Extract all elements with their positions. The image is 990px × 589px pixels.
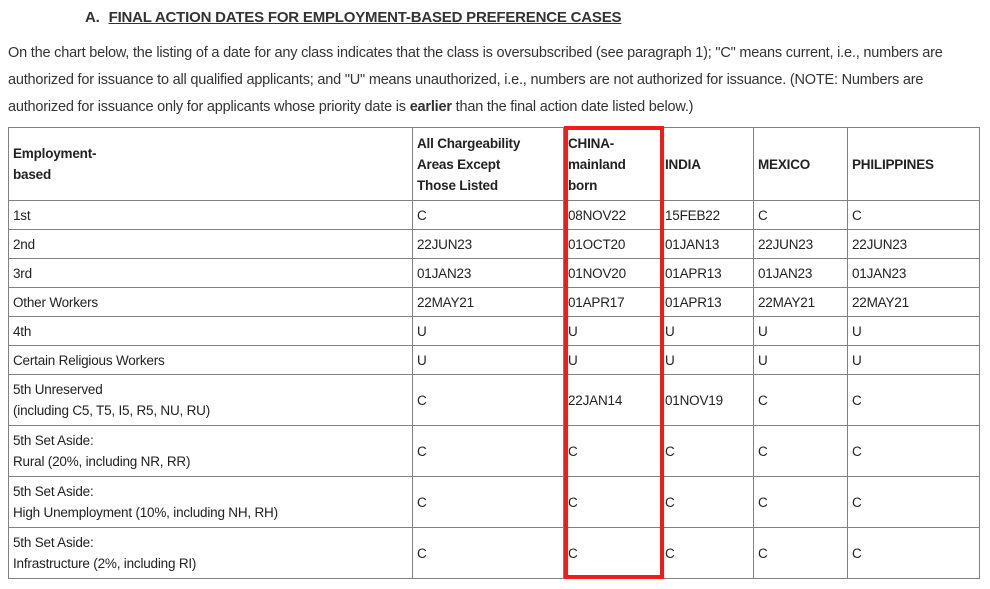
table-row: 5th Set Aside: Infrastructure (2%, inclu…	[8, 527, 980, 579]
value-cell: U	[412, 345, 564, 375]
table-row: 5th Unreserved (including C5, T5, I5, R5…	[8, 374, 980, 426]
value-cell: U	[563, 345, 661, 375]
value-cell: C	[412, 476, 564, 528]
column-header-all-chargeability: All Chargeability Areas Except Those Lis…	[412, 127, 564, 201]
value-cell: U	[847, 316, 980, 346]
value-cell: 08NOV22	[563, 200, 661, 230]
column-header-mexico: MEXICO	[753, 127, 848, 201]
value-cell: 22JUN23	[753, 229, 848, 259]
table-row: Certain Religious Workers U U U U U	[8, 345, 980, 375]
value-cell: C	[563, 476, 661, 528]
value-cell: C	[412, 374, 564, 426]
value-cell: C	[847, 527, 980, 579]
value-cell: 22JUN23	[847, 229, 980, 259]
final-action-dates-table: Employment- based All Chargeability Area…	[8, 127, 980, 579]
row-label-cell: 4th	[8, 316, 413, 346]
intro-line-3-before: authorized for issuance only for applica…	[8, 99, 410, 115]
table-row: 2nd 22JUN23 01OCT20 01JAN13 22JUN23 22JUN23	[8, 229, 980, 259]
value-cell: C	[753, 476, 848, 528]
value-cell: 22JUN23	[412, 229, 564, 259]
column-header-employment-based: Employment- based	[8, 127, 413, 201]
value-cell: 01NOV20	[563, 258, 661, 288]
value-cell: C	[412, 425, 564, 477]
value-cell: 01APR13	[660, 287, 754, 317]
value-cell: 01NOV19	[660, 374, 754, 426]
section-title: FINAL ACTION DATES FOR EMPLOYMENT-BASED …	[108, 9, 622, 26]
value-cell: U	[753, 345, 848, 375]
row-label-cell: 5th Unreserved (including C5, T5, I5, R5…	[8, 374, 413, 426]
value-cell: 22JAN14	[563, 374, 661, 426]
value-cell: 22MAY21	[753, 287, 848, 317]
column-header-india: INDIA	[660, 127, 754, 201]
value-cell: C	[412, 200, 564, 230]
value-cell: 22MAY21	[847, 287, 980, 317]
value-cell: 01JAN13	[660, 229, 754, 259]
value-cell: 15FEB22	[660, 200, 754, 230]
section-heading: A. FINAL ACTION DATES FOR EMPLOYMENT-BASE…	[85, 9, 622, 26]
value-cell: C	[847, 425, 980, 477]
value-cell: 01APR13	[660, 258, 754, 288]
value-cell: C	[753, 200, 848, 230]
value-cell: U	[847, 345, 980, 375]
row-label-cell: Certain Religious Workers	[8, 345, 413, 375]
section-letter: A.	[85, 9, 100, 26]
value-cell: U	[753, 316, 848, 346]
value-cell: U	[660, 316, 754, 346]
value-cell: C	[660, 476, 754, 528]
row-label-cell: 2nd	[8, 229, 413, 259]
row-label-cell: 3rd	[8, 258, 413, 288]
value-cell: 01JAN23	[753, 258, 848, 288]
row-label-cell: Other Workers	[8, 287, 413, 317]
row-label-cell: 5th Set Aside: Rural (20%, including NR,…	[8, 425, 413, 477]
value-cell: 01APR17	[563, 287, 661, 317]
value-cell: U	[660, 345, 754, 375]
intro-line-3-after: than the final action date listed below.…	[451, 99, 694, 115]
value-cell: C	[660, 527, 754, 579]
intro-line-2: authorized for issuance to all qualified…	[8, 72, 924, 88]
intro-line-3: authorized for issuance only for applica…	[8, 94, 943, 121]
value-cell: C	[753, 374, 848, 426]
table-row: 1st C 08NOV22 15FEB22 C C	[8, 200, 980, 230]
table-row: Other Workers 22MAY21 01APR17 01APR13 22MAY2…	[8, 287, 980, 317]
row-label-cell: 5th Set Aside: Infrastructure (2%, inclu…	[8, 527, 413, 579]
table-row: 5th Set Aside: Rural (20%, including NR,…	[8, 425, 980, 477]
value-cell: 01OCT20	[563, 229, 661, 259]
value-cell: C	[847, 200, 980, 230]
value-cell: C	[563, 527, 661, 579]
value-cell: 22MAY21	[412, 287, 564, 317]
column-header-philippines: PHILIPPINES	[847, 127, 980, 201]
value-cell: C	[753, 527, 848, 579]
table-row: 5th Set Aside: High Unemployment (10%, i…	[8, 476, 980, 528]
value-cell: C	[847, 476, 980, 528]
column-header-china-mainland-born: CHINA- mainland born	[563, 127, 661, 201]
value-cell: 01JAN23	[412, 258, 564, 288]
value-cell: U	[412, 316, 564, 346]
intro-line-1: On the chart below, the listing of a dat…	[8, 45, 943, 61]
value-cell: C	[753, 425, 848, 477]
table-row: 4th U U U U U	[8, 316, 980, 346]
intro-paragraph: On the chart below, the listing of a dat…	[8, 40, 943, 121]
value-cell: C	[660, 425, 754, 477]
value-cell: U	[563, 316, 661, 346]
table-header-row: Employment- based All Chargeability Area…	[8, 127, 980, 201]
row-label-cell: 5th Set Aside: High Unemployment (10%, i…	[8, 476, 413, 528]
value-cell: 01JAN23	[847, 258, 980, 288]
value-cell: C	[412, 527, 564, 579]
intro-line-3-bold: earlier	[409, 99, 452, 115]
value-cell: C	[563, 425, 661, 477]
table-row: 3rd 01JAN23 01NOV20 01APR13 01JAN23 01JAN23	[8, 258, 980, 288]
value-cell: C	[847, 374, 980, 426]
row-label-cell: 1st	[8, 200, 413, 230]
